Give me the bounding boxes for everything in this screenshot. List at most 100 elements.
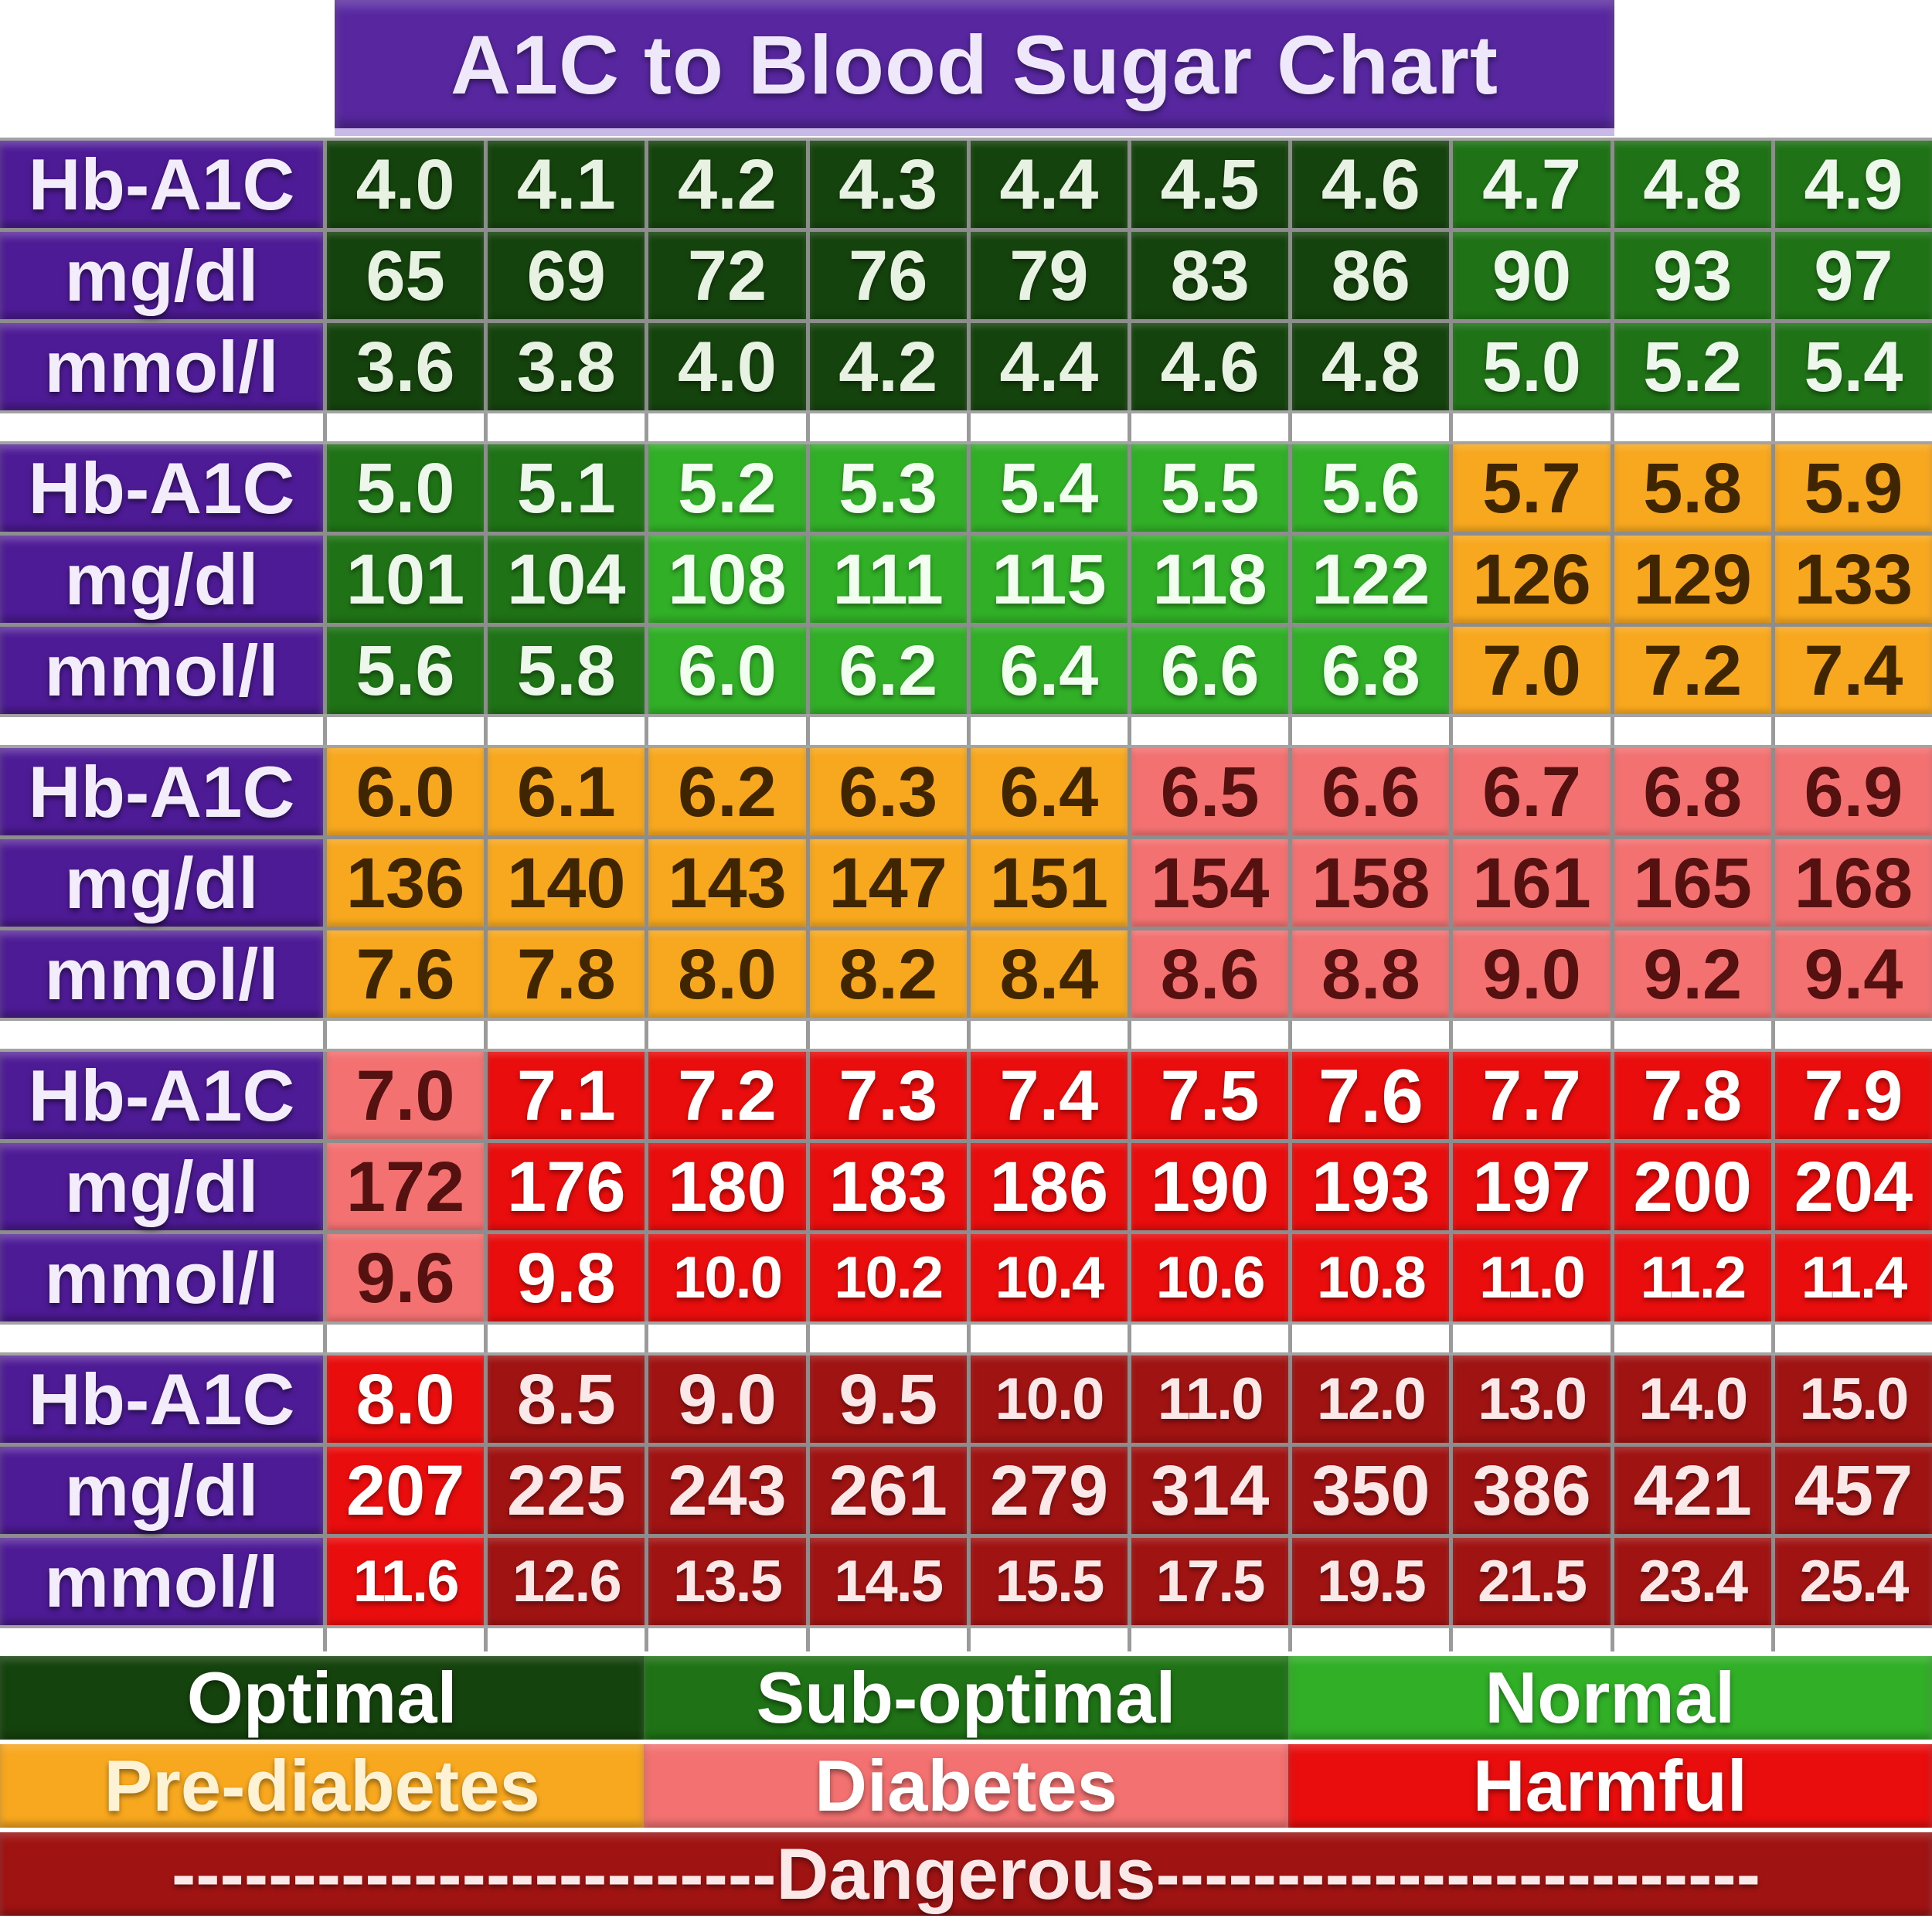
gap-gridline — [805, 413, 967, 441]
gap-gridline — [1288, 1325, 1449, 1352]
a1c-cell: 6.6 — [1288, 748, 1450, 835]
gap-gridline — [805, 1325, 967, 1352]
gap-gridline — [645, 1021, 805, 1049]
table-row: Hb-A1C 7.0 7.1 7.2 7.3 7.4 7.5 7.6 7.7 7.8 7.9 — [0, 1052, 1932, 1139]
gap-gridline — [805, 1021, 967, 1049]
row-header: mmol/l — [0, 1538, 323, 1625]
mgdl-cell: 261 — [805, 1447, 967, 1534]
row-header: Hb-A1C — [0, 748, 323, 835]
legend: Optimal Sub-optimal Normal Pre-diabetes Diab… — [0, 1656, 1932, 1916]
gap-gridline — [1449, 1021, 1610, 1049]
mmol-cell: 8.8 — [1288, 930, 1450, 1018]
a1c-cell: 7.7 — [1449, 1052, 1611, 1139]
mmol-cell: 6.0 — [645, 627, 806, 714]
a1c-cell: 4.3 — [805, 141, 967, 228]
table-row: mg/dl 65 69 72 76 79 83 86 90 93 97 — [0, 228, 1932, 319]
gap-spacer — [0, 1325, 323, 1352]
mmol-cell: 6.8 — [1288, 627, 1450, 714]
gridline-gap — [0, 413, 1932, 441]
gap-gridline — [323, 413, 484, 441]
mgdl-cell: 111 — [805, 536, 967, 623]
gap-gridline — [1288, 1021, 1449, 1049]
mmol-cell: 7.2 — [1610, 627, 1771, 714]
a1c-cell: 7.2 — [645, 1052, 806, 1139]
table-block: Hb-A1C 4.0 4.1 4.2 4.3 4.4 4.5 4.6 4.7 4.8 4.9 mg/d… — [0, 138, 1932, 413]
gap-gridline — [966, 1325, 1128, 1352]
table-block: Hb-A1C 6.0 6.1 6.2 6.3 6.4 6.5 6.6 6.7 6.8 6.9 mg/d… — [0, 745, 1932, 1021]
mgdl-cell: 279 — [966, 1447, 1128, 1534]
mmol-cell: 8.2 — [805, 930, 967, 1018]
mmol-cell: 3.6 — [323, 323, 485, 410]
mmol-cell: 6.2 — [805, 627, 967, 714]
legend-row: Pre-diabetes Diabetes Harmful — [0, 1744, 1932, 1828]
mgdl-cell: 108 — [645, 536, 806, 623]
mmol-cell: 5.4 — [1770, 323, 1932, 410]
a1c-cell: 7.4 — [966, 1052, 1128, 1139]
gap-gridline — [484, 717, 645, 745]
table-row: mg/dl 207 225 243 261 279 314 350 386 421 457 — [0, 1443, 1932, 1534]
gap-gridline — [645, 717, 805, 745]
mgdl-cell: 72 — [645, 232, 806, 319]
row-header: mg/dl — [0, 1143, 323, 1230]
gap-gridline — [1610, 1021, 1771, 1049]
mgdl-cell: 86 — [1288, 232, 1450, 319]
mmol-cell: 6.4 — [966, 627, 1128, 714]
a1c-cell: 5.0 — [323, 444, 485, 532]
table-row: mg/dl 101 104 108 111 115 118 122 126 129 133 — [0, 532, 1932, 623]
table-row: mmol/l 11.6 12.6 13.5 14.5 15.5 17.5 19.5 21.5 23… — [0, 1534, 1932, 1625]
a1c-cell: 4.9 — [1770, 141, 1932, 228]
mmol-cell: 12.6 — [484, 1538, 645, 1625]
a1c-cell: 8.5 — [484, 1355, 645, 1443]
gap-gridline — [484, 1628, 645, 1651]
mgdl-cell: 193 — [1288, 1143, 1450, 1230]
a1c-cell: 6.2 — [645, 748, 806, 835]
legend-segment-dangerous: -------------------------Dangerous------… — [0, 1832, 1932, 1916]
mmol-cell: 4.6 — [1128, 323, 1289, 410]
table-row: Hb-A1C 5.0 5.1 5.2 5.3 5.4 5.5 5.6 5.7 5.8 5.9 — [0, 444, 1932, 532]
a1c-cell: 7.9 — [1770, 1052, 1932, 1139]
a1c-cell: 6.0 — [323, 748, 485, 835]
gap-gridline — [1128, 717, 1288, 745]
mmol-cell: 25.4 — [1770, 1538, 1932, 1625]
mgdl-cell: 140 — [484, 839, 645, 927]
mmol-cell: 9.2 — [1610, 930, 1771, 1018]
mmol-cell: 11.2 — [1610, 1234, 1771, 1321]
mmol-cell: 4.8 — [1288, 323, 1450, 410]
row-header: Hb-A1C — [0, 444, 323, 532]
a1c-cell: 4.8 — [1610, 141, 1771, 228]
mgdl-cell: 104 — [484, 536, 645, 623]
gap-gridline — [645, 1325, 805, 1352]
title-row: A1C to Blood Sugar Chart — [0, 0, 1932, 138]
mgdl-cell: 314 — [1128, 1447, 1289, 1534]
a1c-cell: 14.0 — [1610, 1355, 1771, 1443]
legend-segment-prediabetes: Pre-diabetes — [0, 1744, 645, 1828]
mmol-cell: 9.0 — [1449, 930, 1611, 1018]
mmol-cell: 10.6 — [1128, 1234, 1289, 1321]
mmol-cell: 23.4 — [1610, 1538, 1771, 1625]
a1c-cell: 6.5 — [1128, 748, 1289, 835]
a1c-cell: 9.5 — [805, 1355, 967, 1443]
table-row: mg/dl 172 176 180 183 186 190 193 197 200 204 — [0, 1139, 1932, 1230]
mmol-cell: 13.5 — [645, 1538, 806, 1625]
gap-gridline — [1128, 1021, 1288, 1049]
legend-segment-optimal: Optimal — [0, 1656, 645, 1740]
gap-gridline — [323, 1325, 484, 1352]
mgdl-cell: 133 — [1770, 536, 1932, 623]
a1c-cell: 5.2 — [645, 444, 806, 532]
mgdl-cell: 243 — [645, 1447, 806, 1534]
gap-gridline — [1610, 1325, 1771, 1352]
mgdl-cell: 126 — [1449, 536, 1611, 623]
gap-gridline — [1449, 413, 1610, 441]
gap-gridline — [1288, 413, 1449, 441]
gap-spacer — [0, 717, 323, 745]
conversion-table: Hb-A1C 4.0 4.1 4.2 4.3 4.4 4.5 4.6 4.7 4.8 4.9 mg/d… — [0, 138, 1932, 1651]
mmol-cell: 10.4 — [966, 1234, 1128, 1321]
mgdl-cell: 176 — [484, 1143, 645, 1230]
mmol-cell: 7.8 — [484, 930, 645, 1018]
a1c-cell: 5.8 — [1610, 444, 1771, 532]
row-header: mmol/l — [0, 930, 323, 1018]
mmol-cell: 8.6 — [1128, 930, 1289, 1018]
a1c-cell: 12.0 — [1288, 1355, 1450, 1443]
gap-gridline — [645, 1628, 805, 1651]
a1c-cell: 6.8 — [1610, 748, 1771, 835]
